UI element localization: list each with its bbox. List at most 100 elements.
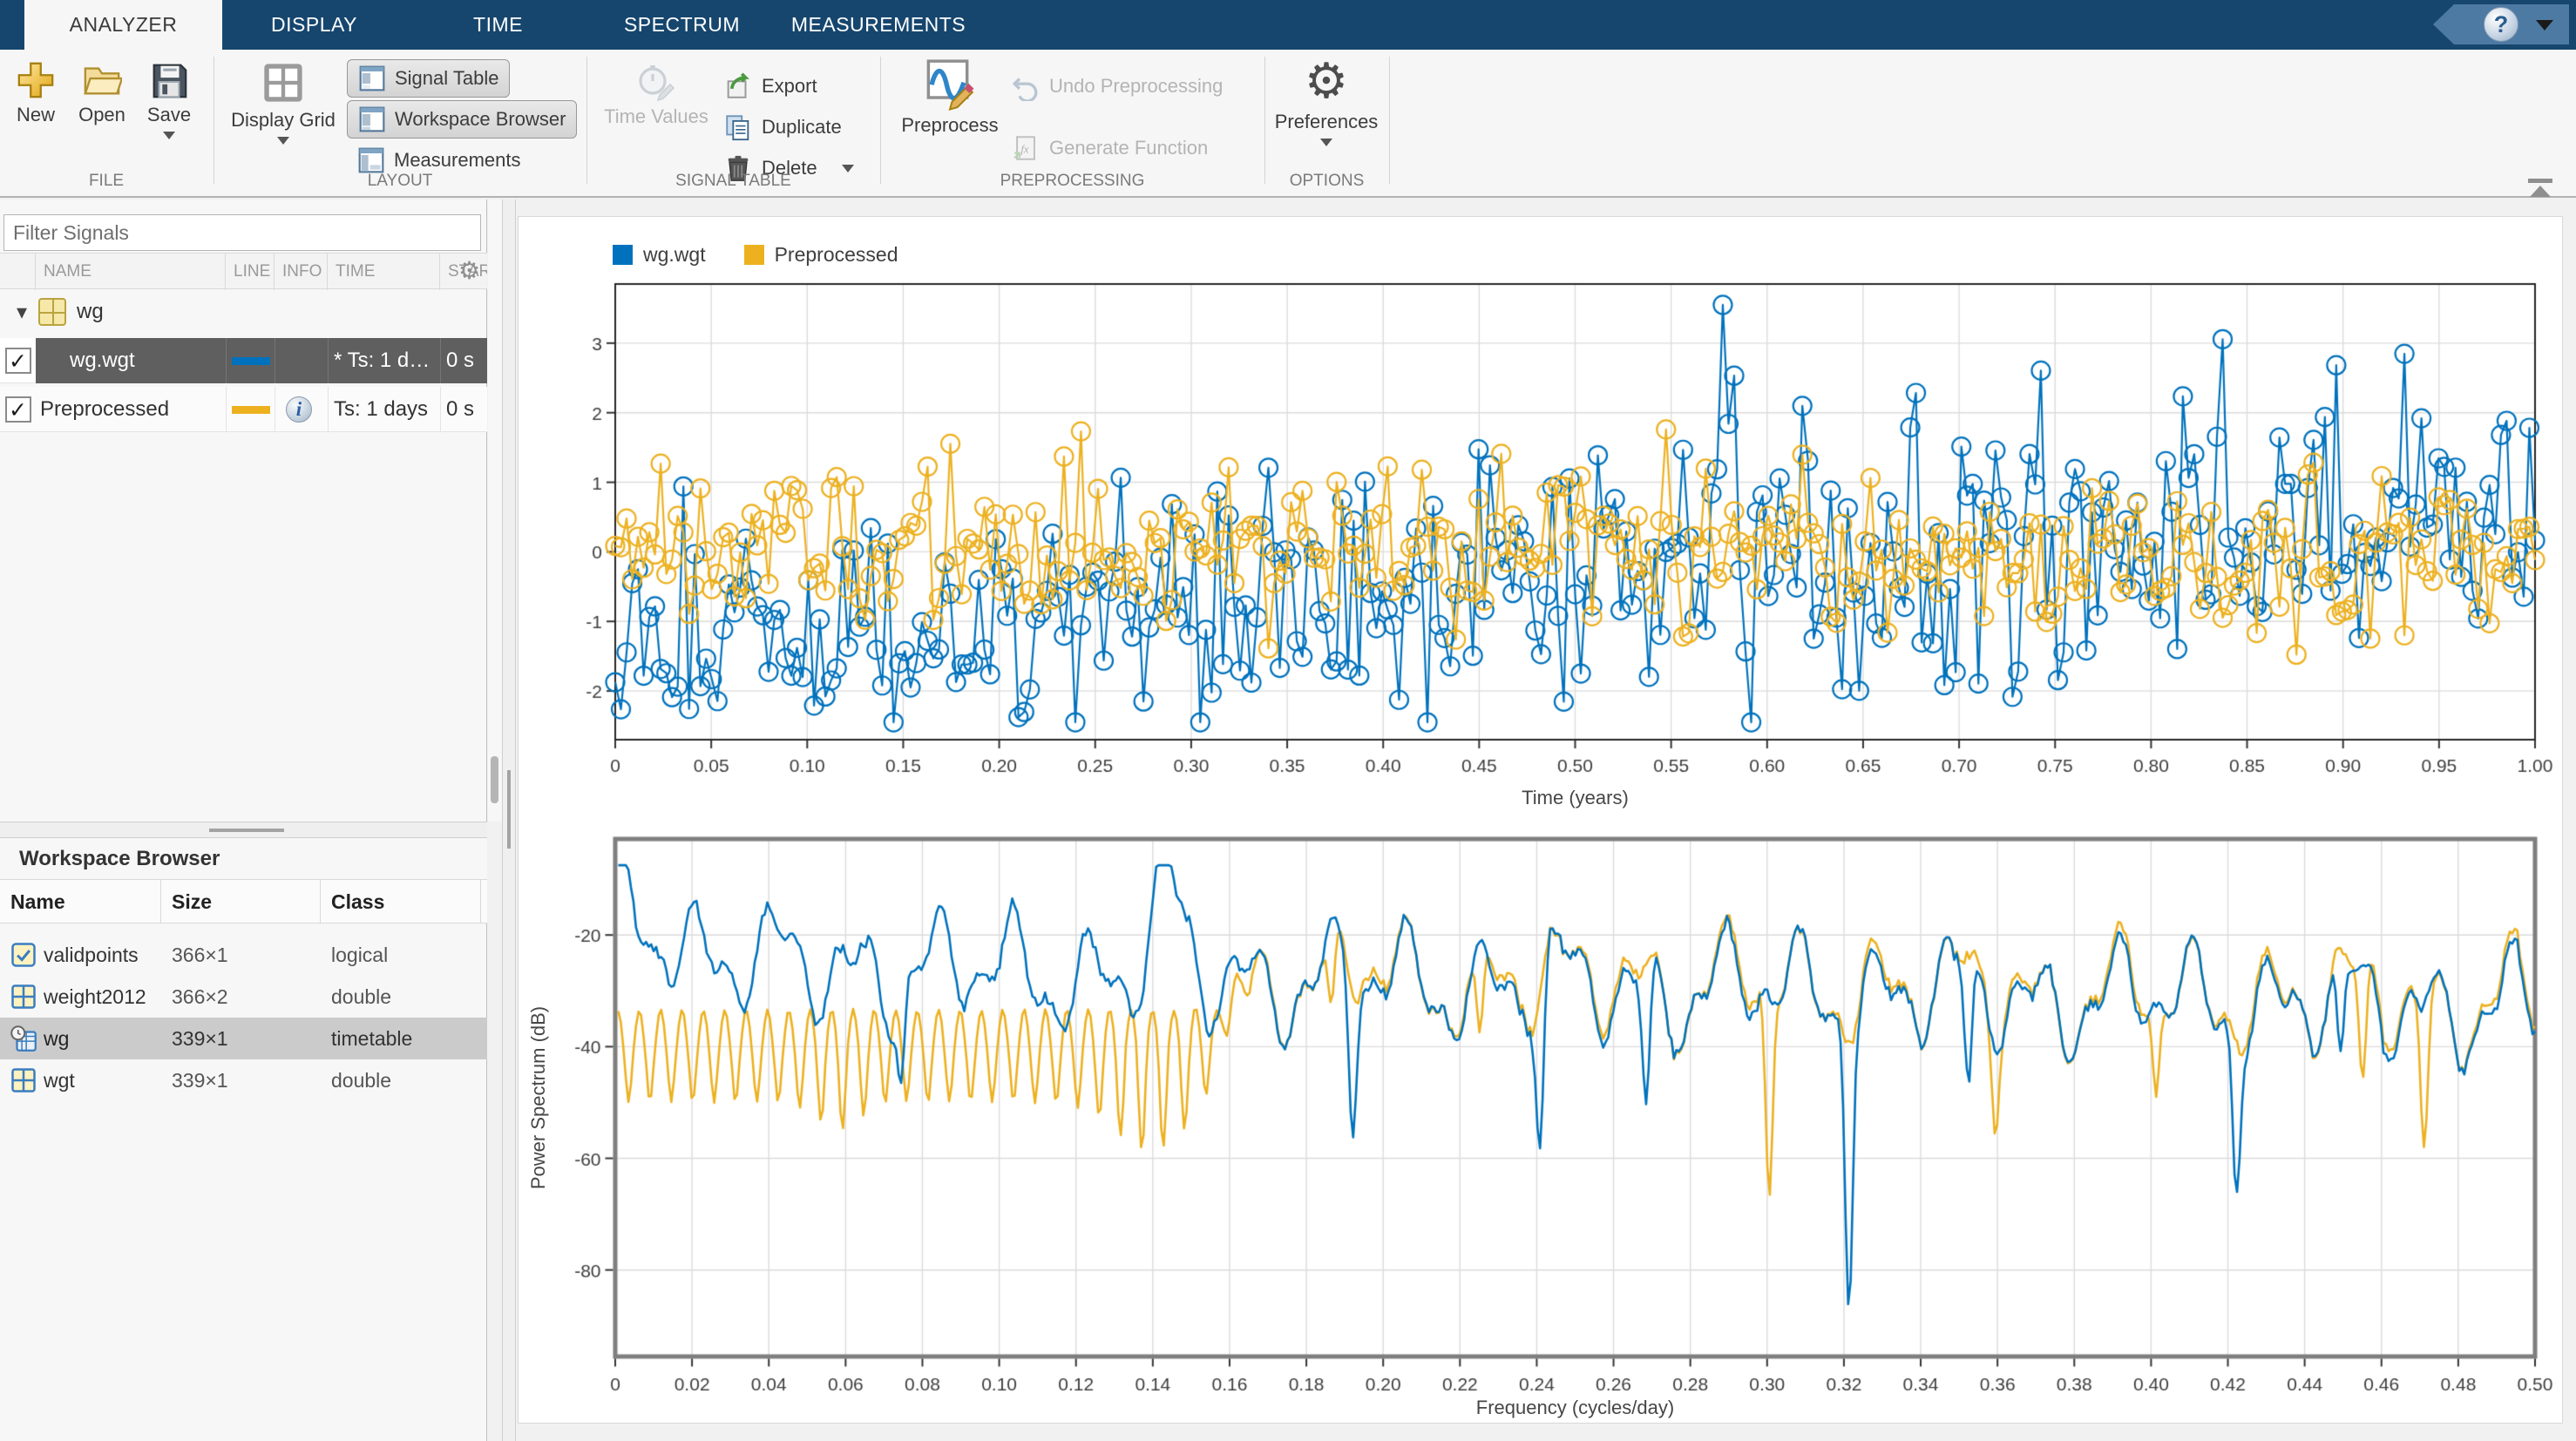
open-button[interactable]: Open <box>71 60 132 126</box>
signal-table-toggle[interactable]: Signal Table <box>347 59 511 98</box>
duplicate-icon <box>723 112 753 142</box>
ws-name: validpoints <box>44 943 139 966</box>
col-name: NAME <box>36 254 226 290</box>
display-panel: wg.wgt Preprocessed Time (years) Frequen… <box>518 216 2563 1424</box>
workspace-browser-toggle[interactable]: Workspace Browser <box>347 100 578 139</box>
ws-name: wg <box>44 1026 70 1050</box>
ws-row-wgt[interactable]: wgt 339×1 double <box>0 1059 487 1101</box>
ws-col-class: Class <box>321 880 481 923</box>
duplicate-button[interactable]: Duplicate <box>723 112 842 142</box>
ws-row-weight2012[interactable]: weight2012 366×2 double <box>0 976 487 1018</box>
display-grid-icon <box>228 60 338 105</box>
preprocess-icon <box>898 57 1002 111</box>
collapse-ribbon-icon <box>2530 186 2551 197</box>
workspace-browser-panel-icon <box>358 105 386 133</box>
signal-group-icon <box>38 298 66 326</box>
matrix-icon <box>10 1067 37 1093</box>
panel-splitter-vertical[interactable] <box>502 200 516 1441</box>
toolstrip-tabbar: ANALYZER DISPLAY TIME SPECTRUM MEASUREME… <box>0 0 2576 50</box>
collapse-ribbon-button[interactable] <box>2527 179 2553 197</box>
panel-splitter-horizontal[interactable] <box>0 822 487 838</box>
workspace-header: Name Size Class <box>0 880 487 923</box>
signal-table-header: NAME LINE INFO TIME START ⚙ <box>0 253 487 290</box>
table-settings-gear-icon[interactable]: ⚙ <box>458 256 481 285</box>
section-label-file: FILE <box>88 172 125 190</box>
ws-name: weight2012 <box>44 984 146 1008</box>
svg-text:fx: fx <box>1020 144 1029 156</box>
plot-legend[interactable]: wg.wgt Preprocessed <box>613 243 898 267</box>
preprocess-button[interactable]: Preprocess <box>898 57 1002 137</box>
power-spectrum-axis-label: Power Spectrum (dB) <box>527 1005 549 1190</box>
matrix-icon <box>10 984 37 1010</box>
time-plot-canvas[interactable] <box>519 217 2562 827</box>
wgwgt-line-swatch <box>232 356 270 365</box>
signal-name: wg.wgt <box>70 348 135 372</box>
export-button[interactable]: Export <box>723 71 817 101</box>
spectrum-plot-canvas[interactable] <box>519 827 2562 1424</box>
delete-trash-icon <box>723 153 753 183</box>
display-grid-caret[interactable] <box>277 137 289 145</box>
legend-item-preprocessed: Preprocessed <box>743 243 898 267</box>
display-grid-button[interactable]: Display Grid <box>228 60 338 145</box>
new-icon <box>7 60 64 100</box>
ws-class: logical <box>331 943 389 966</box>
signal-row-wgwgt[interactable]: ✓ wg.wgt * Ts: 1 d… 0 s <box>0 338 487 383</box>
help-icon[interactable]: ? <box>2484 7 2518 42</box>
signal-start: 0 s <box>446 348 475 372</box>
signal-time: * Ts: 1 d… <box>334 348 430 372</box>
ws-col-size: Size <box>161 880 321 923</box>
delete-button[interactable]: Delete <box>723 153 854 183</box>
signal-name: Preprocessed <box>40 397 170 421</box>
signal-table-scrollbar[interactable] <box>488 200 502 822</box>
tab-spectrum[interactable]: SPECTRUM <box>623 13 741 36</box>
frequency-axis-label: Frequency (cycles/day) <box>1475 1397 1675 1418</box>
save-button[interactable]: Save <box>139 60 199 139</box>
signal-row-preprocessed[interactable]: ✓ Preprocessed i Ts: 1 days 0 s <box>0 387 487 432</box>
ws-row-wg[interactable]: wg 339×1 timetable <box>0 1018 487 1059</box>
section-label-signal-table: SIGNAL TABLE <box>675 172 791 190</box>
signal-table-panel-icon <box>358 64 386 92</box>
group-name: wg <box>77 300 104 323</box>
save-dropdown-caret[interactable] <box>163 132 175 139</box>
col-line: LINE <box>226 254 275 290</box>
tab-measurements[interactable]: MEASUREMENTS <box>790 13 966 36</box>
generate-function-button[interactable]: fx Generate Function <box>1011 133 1208 163</box>
generate-function-icon: fx <box>1011 133 1041 163</box>
signal-start: 0 s <box>446 397 475 421</box>
save-floppy-icon <box>139 60 199 100</box>
ws-row-validpoints[interactable]: validpoints 366×1 logical <box>0 934 487 976</box>
time-values-button[interactable]: Time Values <box>601 60 711 128</box>
filter-signals-input[interactable] <box>3 214 481 251</box>
signal-table-panel: NAME LINE INFO TIME START ⚙ ▾ wg ✓ wg.wg… <box>0 200 487 1441</box>
ws-size: 339×1 <box>172 1068 228 1092</box>
preprocessed-checkbox[interactable]: ✓ <box>4 396 31 423</box>
ws-size: 366×1 <box>172 943 228 966</box>
tab-time[interactable]: TIME <box>473 13 523 36</box>
quick-access-area: ? <box>2433 4 2569 44</box>
legend-item-wgwgt: wg.wgt <box>613 243 706 267</box>
measurements-panel-icon <box>357 146 385 174</box>
new-button[interactable]: New <box>7 60 64 126</box>
signal-group-row-wg[interactable]: ▾ wg <box>0 289 487 336</box>
help-dropdown-caret[interactable] <box>2536 20 2553 30</box>
undo-preprocessing-button[interactable]: Undo Preprocessing <box>1011 71 1223 101</box>
wgwgt-checkbox[interactable]: ✓ <box>4 347 31 374</box>
tab-analyzer[interactable]: ANALYZER <box>24 0 222 50</box>
export-icon <box>723 71 753 101</box>
preferences-button[interactable]: ⚙ Preferences <box>1274 57 1379 146</box>
preferences-caret[interactable] <box>1320 139 1332 146</box>
delete-dropdown-caret[interactable] <box>841 164 854 173</box>
time-axis-label: Time (years) <box>1522 787 1629 808</box>
group-expander-icon[interactable]: ▾ <box>16 300 28 324</box>
timetable-icon <box>10 1025 37 1052</box>
preferences-gear-icon: ⚙ <box>1304 53 1349 110</box>
ws-size: 366×2 <box>172 984 228 1008</box>
ws-size: 339×1 <box>172 1026 228 1050</box>
info-icon[interactable]: i <box>286 396 312 423</box>
section-label-layout: LAYOUT <box>367 172 433 190</box>
tab-display[interactable]: DISPLAY <box>271 13 357 36</box>
ws-class: timetable <box>331 1026 413 1050</box>
measurements-toggle[interactable]: Measurements <box>347 141 532 179</box>
preprocessed-line-swatch <box>232 405 270 414</box>
